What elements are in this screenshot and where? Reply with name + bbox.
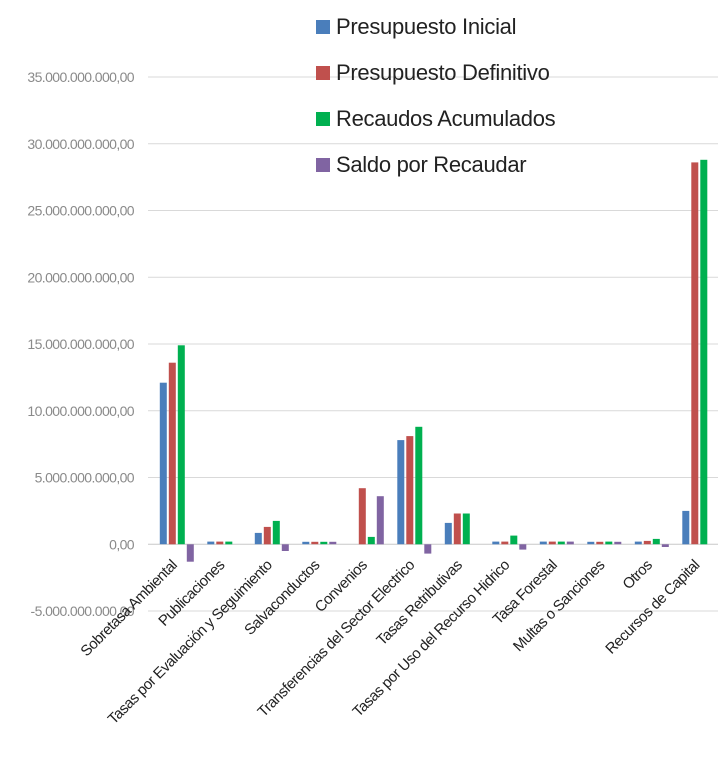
x-tick-label: Otros <box>619 557 655 593</box>
legend-swatch <box>316 112 330 126</box>
bar <box>311 541 319 545</box>
bar <box>207 541 215 545</box>
y-tick-label: 5.000.000.000,00 <box>35 470 135 486</box>
y-tick-label: 35.000.000.000,00 <box>27 69 134 85</box>
legend-label: Presupuesto Definitivo <box>336 60 550 85</box>
bar <box>444 522 452 545</box>
bar <box>566 541 574 545</box>
bar <box>691 162 699 545</box>
legend-item: Recaudos Acumulados <box>316 96 556 142</box>
bar <box>254 532 262 545</box>
bar <box>587 541 595 545</box>
y-tick-label: 30.000.000.000,00 <box>27 136 134 152</box>
y-tick-label: 25.000.000.000,00 <box>27 203 134 219</box>
bar <box>367 536 375 545</box>
bar <box>661 544 669 547</box>
bar <box>272 520 280 545</box>
bar <box>596 541 604 545</box>
bar <box>501 541 509 545</box>
bar <box>614 541 622 545</box>
legend-item: Saldo por Recaudar <box>316 142 555 188</box>
gridlines <box>148 76 718 612</box>
bar <box>539 541 547 545</box>
bar <box>643 540 651 545</box>
y-tick-label: 20.000.000.000,00 <box>27 269 134 285</box>
y-tick-label: -5.000.000.000,00 <box>31 603 135 619</box>
bar <box>682 510 690 545</box>
bar <box>519 544 527 550</box>
x-tick-label: Tasas Retributivas <box>373 557 465 649</box>
y-axis-tick-labels: -5.000.000.000,00 0,00 5.000.000.000,00 10.… <box>27 69 135 619</box>
y-tick-label: 15.000.000.000,00 <box>27 336 134 352</box>
bar <box>634 541 642 545</box>
bar <box>510 535 518 545</box>
bar <box>320 541 328 545</box>
bar <box>302 541 310 545</box>
bar <box>159 382 167 545</box>
bar <box>453 513 461 545</box>
bar <box>397 440 405 545</box>
bar <box>492 541 500 545</box>
legend-swatch <box>316 66 330 80</box>
bar <box>358 488 366 545</box>
legend-swatch <box>316 158 330 172</box>
bar <box>700 159 708 545</box>
bar <box>329 541 337 545</box>
bar <box>168 362 176 545</box>
bar <box>605 541 613 545</box>
bar <box>548 541 556 545</box>
bar <box>225 541 233 545</box>
bars <box>159 159 708 562</box>
bar <box>406 436 414 545</box>
x-tick-label: Recursos de Capital <box>602 557 703 658</box>
bar <box>263 526 271 545</box>
bar <box>652 538 660 545</box>
bar <box>415 426 423 545</box>
bar <box>177 345 185 545</box>
bar <box>424 544 432 554</box>
bar <box>557 541 565 545</box>
y-tick-label: 10.000.000.000,00 <box>27 403 134 419</box>
bar <box>376 496 384 545</box>
bar <box>281 544 289 551</box>
legend-label: Recaudos Acumulados <box>336 106 556 131</box>
legend-label: Presupuesto Inicial <box>336 14 517 39</box>
bar <box>186 544 194 562</box>
legend-swatch <box>316 20 330 34</box>
legend-item: Presupuesto Definitivo <box>316 50 555 96</box>
legend: Presupuesto Inicial Presupuesto Definitiv… <box>316 4 556 188</box>
bar <box>216 541 224 545</box>
legend-label: Saldo por Recaudar <box>336 152 527 177</box>
legend-item: Presupuesto Inicial <box>316 4 555 50</box>
bar <box>462 513 470 545</box>
y-tick-label: 0,00 <box>109 536 135 552</box>
x-tick-label: Multas o Sanciones <box>510 557 608 655</box>
